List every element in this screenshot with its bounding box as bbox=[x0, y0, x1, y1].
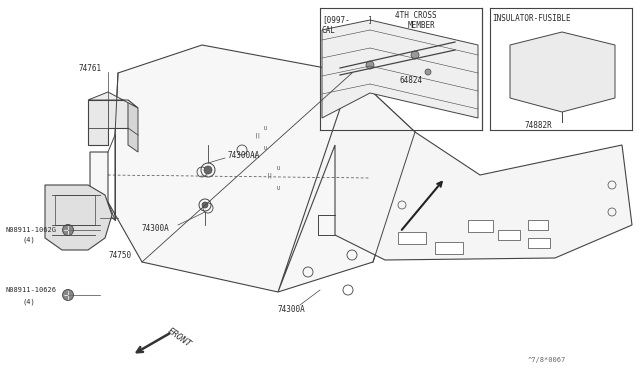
Bar bbox=[435, 242, 463, 254]
Polygon shape bbox=[128, 100, 138, 152]
Text: N08911-1062G: N08911-1062G bbox=[5, 227, 56, 233]
Circle shape bbox=[204, 166, 212, 174]
Circle shape bbox=[366, 61, 374, 69]
Text: 74882R: 74882R bbox=[525, 121, 553, 129]
Polygon shape bbox=[322, 20, 478, 118]
Text: MEMBER: MEMBER bbox=[408, 20, 436, 29]
Circle shape bbox=[425, 69, 431, 75]
Text: INSULATOR-FUSIBLE: INSULATOR-FUSIBLE bbox=[492, 13, 571, 22]
Polygon shape bbox=[90, 45, 415, 292]
Text: 74300A: 74300A bbox=[142, 224, 170, 232]
Text: CAL: CAL bbox=[322, 26, 336, 35]
Text: U: U bbox=[264, 145, 267, 151]
Circle shape bbox=[411, 51, 419, 59]
Text: U: U bbox=[276, 166, 280, 170]
Bar bbox=[528, 220, 548, 230]
Circle shape bbox=[63, 224, 74, 235]
Polygon shape bbox=[510, 32, 615, 112]
Text: ||: || bbox=[255, 132, 261, 138]
Bar bbox=[528, 238, 550, 248]
Text: U: U bbox=[276, 186, 280, 190]
Polygon shape bbox=[88, 100, 128, 145]
Polygon shape bbox=[45, 185, 112, 250]
Circle shape bbox=[202, 202, 208, 208]
Text: 64824: 64824 bbox=[400, 76, 423, 84]
Text: 74300AA: 74300AA bbox=[228, 151, 260, 160]
Polygon shape bbox=[278, 73, 632, 292]
Text: FRONT: FRONT bbox=[165, 326, 193, 349]
Text: N08911-10626: N08911-10626 bbox=[5, 287, 56, 293]
Circle shape bbox=[63, 289, 74, 301]
Text: 4TH CROSS: 4TH CROSS bbox=[395, 10, 436, 19]
Text: (4): (4) bbox=[22, 299, 35, 305]
Text: 74761: 74761 bbox=[78, 64, 101, 73]
Text: [0997-: [0997- bbox=[322, 16, 349, 25]
Text: U: U bbox=[264, 125, 267, 131]
Bar bbox=[468, 220, 493, 232]
Text: 74300A: 74300A bbox=[278, 305, 306, 314]
Text: ||: || bbox=[252, 152, 259, 158]
Bar bbox=[498, 230, 520, 240]
Text: ^7/8*0067: ^7/8*0067 bbox=[528, 357, 566, 363]
Bar bbox=[398, 232, 426, 244]
Text: (4): (4) bbox=[22, 237, 35, 243]
Text: ]: ] bbox=[368, 16, 372, 25]
Polygon shape bbox=[88, 92, 138, 108]
Text: ||: || bbox=[267, 172, 273, 178]
Text: 74750: 74750 bbox=[108, 250, 131, 260]
